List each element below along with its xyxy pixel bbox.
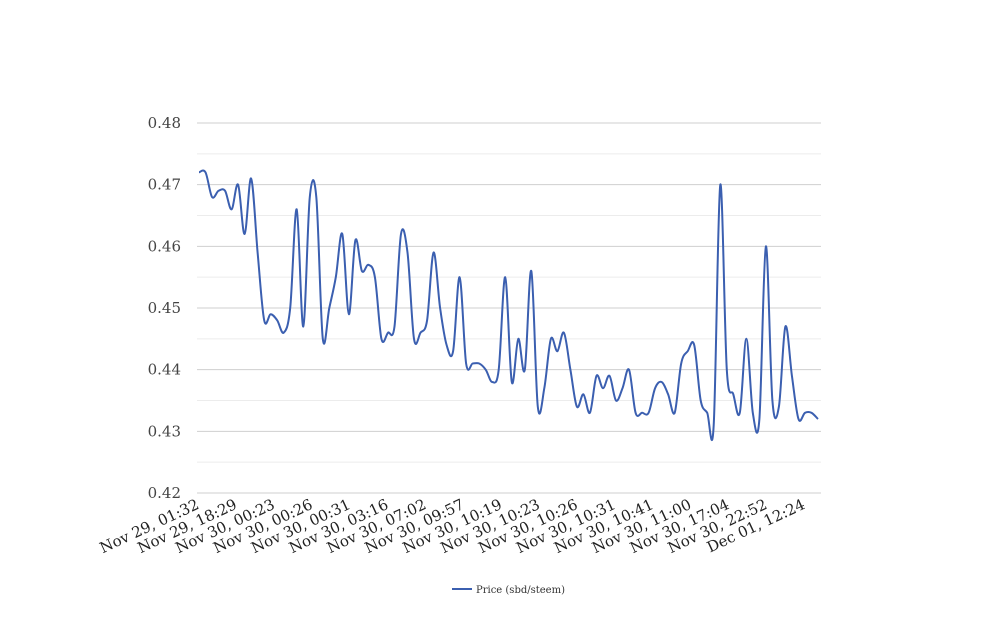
- series-line: [198, 169, 819, 442]
- y-tick-label: 0.48: [148, 114, 181, 132]
- y-tick-label: 0.42: [148, 484, 181, 502]
- series-layer: [198, 169, 819, 442]
- y-axis-ticks: 0.48 0.47 0.46 0.45 0.44 0.43 0.42: [148, 114, 181, 502]
- y-tick-label: 0.45: [148, 299, 181, 317]
- y-tick-label: 0.47: [148, 176, 181, 194]
- y-tick-label: 0.44: [148, 361, 181, 379]
- y-tick-label: 0.43: [148, 422, 181, 440]
- legend-label: Price (sbd/steem): [476, 585, 565, 596]
- y-tick-label: 0.46: [148, 237, 181, 255]
- legend: Price (sbd/steem): [452, 585, 565, 596]
